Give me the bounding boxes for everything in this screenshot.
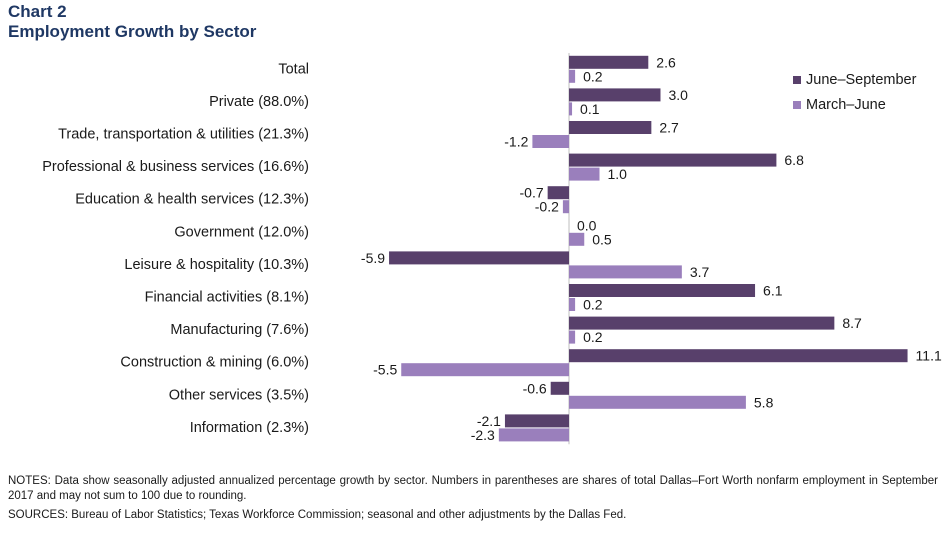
data-label: 0.0 xyxy=(577,217,597,233)
bar-march-june xyxy=(569,265,682,279)
category-label: Total xyxy=(278,61,309,77)
bar-june-september xyxy=(547,186,569,200)
bar-june-september xyxy=(389,251,569,265)
data-label: -5.5 xyxy=(373,362,397,378)
data-label: -2.3 xyxy=(471,427,495,443)
bar-june-september xyxy=(569,121,652,134)
category-label: Government (12.0%) xyxy=(174,224,309,240)
bar-march-june xyxy=(562,200,569,214)
category-label: Construction & mining (6.0%) xyxy=(120,355,309,371)
bar-june-september xyxy=(569,316,835,330)
bar-march-june xyxy=(569,395,746,409)
data-label: 0.5 xyxy=(592,231,612,247)
category-label: Leisure & hospitality (10.3%) xyxy=(124,257,309,273)
bar-chart: Total 2.6 0.2 Private (88.0%) 3.0 0.1 Trade, t… xyxy=(42,53,942,445)
data-label: 2.7 xyxy=(659,120,679,136)
bar-march-june xyxy=(569,102,573,116)
bar-june-september xyxy=(569,284,756,297)
bar-march-june xyxy=(569,232,585,246)
category-label: Manufacturing (7.6%) xyxy=(170,322,309,338)
data-label: 3.7 xyxy=(690,264,710,280)
bar-march-june xyxy=(569,69,576,83)
data-label: -0.6 xyxy=(523,380,547,396)
category-label: Private (88.0%) xyxy=(209,94,309,110)
category-label: Education & health services (12.3%) xyxy=(75,192,309,208)
data-label: -0.2 xyxy=(535,199,559,215)
category-label: Financial activities (8.1%) xyxy=(145,290,309,306)
chart-number: Chart 2 xyxy=(8,2,67,21)
bar-march-june xyxy=(569,298,576,311)
data-label: 0.2 xyxy=(583,329,603,345)
legend-swatch xyxy=(793,76,801,84)
bar-march-june xyxy=(532,135,569,148)
legend-label: June–September xyxy=(806,72,917,88)
chart-sources: SOURCES: Bureau of Labor Statistics; Tex… xyxy=(8,509,627,521)
category-label: Other services (3.5%) xyxy=(169,387,309,403)
data-label: 6.1 xyxy=(763,283,783,299)
bar-june-september xyxy=(569,55,649,69)
data-label: 3.0 xyxy=(669,87,689,103)
data-label: 0.2 xyxy=(583,297,603,313)
bar-march-june xyxy=(498,428,569,442)
bar-march-june xyxy=(401,363,569,377)
legend-swatch xyxy=(793,101,801,109)
data-label: -5.9 xyxy=(361,250,385,266)
data-label: 6.8 xyxy=(784,152,804,168)
category-label: Trade, transportation & utilities (21.3%… xyxy=(58,127,309,143)
bar-june-september xyxy=(569,349,908,363)
bar-march-june xyxy=(569,167,600,181)
category-label: Professional & business services (16.6%) xyxy=(42,159,309,175)
data-label: 1.0 xyxy=(608,166,628,182)
category-label: Information (2.3%) xyxy=(190,420,309,436)
data-label: 5.8 xyxy=(754,394,774,410)
chart-title-block: Chart 2 Employment Growth by Sector xyxy=(8,2,256,42)
chart-title: Employment Growth by Sector xyxy=(8,22,257,41)
bar-june-september xyxy=(569,88,661,102)
data-label: 2.6 xyxy=(656,54,676,70)
data-label: 8.7 xyxy=(842,315,862,331)
data-label: -0.7 xyxy=(520,185,544,201)
data-label: 0.1 xyxy=(580,101,600,117)
data-label: -1.2 xyxy=(504,134,528,150)
bar-june-september xyxy=(569,153,777,167)
data-label: 0.2 xyxy=(583,68,603,84)
chart-notes: NOTES: Data show seasonally adjusted ann… xyxy=(8,475,938,502)
bar-june-september xyxy=(550,381,569,395)
bar-june-september xyxy=(504,414,569,428)
legend-label: March–June xyxy=(806,97,886,113)
data-label: -2.1 xyxy=(477,413,501,429)
data-label: 11.1 xyxy=(916,348,942,364)
bar-march-june xyxy=(569,330,576,344)
